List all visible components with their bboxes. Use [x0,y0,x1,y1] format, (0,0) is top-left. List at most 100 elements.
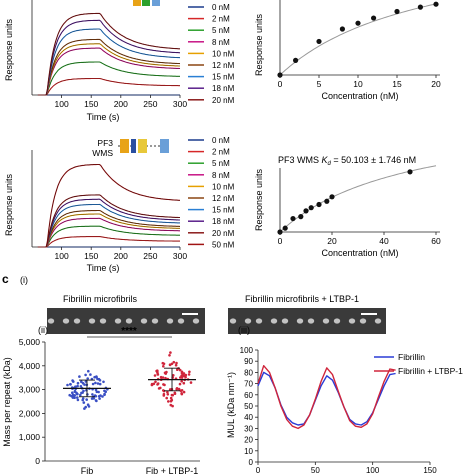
x-tick-label: 50 [311,466,320,474]
spr-top-xticks: 100 150 200 250 300 [55,95,187,109]
mpr-dot [174,363,178,367]
mpr-dot [172,360,176,364]
mpr-dot [169,351,172,354]
legend-label: 10 nM [212,182,235,191]
microfibril-bead [255,318,263,324]
x-tick-label: 60 [431,236,441,246]
mpr-dot [81,398,84,402]
microfibril-bead [151,318,159,324]
sensorgram-fit [37,13,180,96]
spr-top-ylabel: Response units [4,18,14,81]
mpr-dot [84,405,87,409]
sensorgram-fit [37,236,180,248]
mul-series-group [257,365,396,430]
x-tick-label: 100 [55,251,69,261]
mul-chart: MUL (kDa nm⁻¹) 0 10 20 30 40 50 60 70 80 90 100 0 5… [226,346,463,474]
x-tick-label: 200 [114,99,128,109]
mpr-dot [96,382,100,385]
legend-label: 15 nM [212,206,235,215]
kd-bottom-xlabel: Concentration (nM) [321,248,398,258]
data-point [339,26,345,32]
data-point [355,20,361,26]
mpr-dot [102,380,105,384]
mul-legend-label-1: Fibrillin + LTBP-1 [398,366,463,376]
x-tick-label: 0 [278,79,283,89]
mul-legend-label-0: Fibrillin [398,352,425,362]
microfibril-bead [47,318,55,324]
mpr-category-1: Fib + LTBP-1 [146,466,199,474]
mpr-dot [95,376,98,379]
mpr-dot [156,382,160,385]
y-tick-label: 40 [244,413,253,422]
mpr-dot [79,385,83,388]
sensorgram-fit [37,61,180,96]
kd-bottom-xticks: 0 20 40 60 [278,232,441,246]
spr-bottom-chart: PF3 WMS Response units 100 150 200 250 300 T… [4,136,235,273]
data-point [308,205,314,211]
mpr-dot [76,396,79,399]
mpr-dot [168,363,172,367]
mpr-dot [182,381,186,385]
mpr-dot [85,398,88,401]
kd-bottom-fit-curve [279,165,437,233]
microfibril-bead [177,318,185,324]
mpr-dot [166,390,169,394]
y-tick-label: 2,000 [19,408,41,418]
sensorgram-fit [37,20,181,96]
y-tick-label: 5,000 [19,337,41,347]
legend-label: 2 nM [212,148,230,157]
x-tick-label: 10 [353,79,363,89]
kd-top-points [277,1,439,78]
mpr-dot [162,365,165,368]
x-tick-label: 200 [114,251,128,261]
scale-bar-left [182,313,198,315]
legend-label: 15 nM [212,73,235,82]
scale-bar-right [361,313,377,315]
x-tick-label: 250 [143,99,157,109]
y-tick-label: 30 [244,424,253,433]
mpr-dot [78,375,81,378]
mul-ylabel: MUL (kDa nm⁻¹) [226,372,236,438]
microfibril-bead [73,318,81,324]
x-tick-label: 150 [84,251,98,261]
mpr-dot [162,362,166,366]
mpr-dot [170,398,174,402]
mpr-dot [95,390,99,394]
mpr-dot [170,393,174,397]
micrograph-left-title: Fibrillin microfibrils [63,294,138,304]
microfibril-bead [307,318,315,324]
data-point [407,169,413,175]
mpr-dot [180,376,184,379]
data-point [394,8,400,15]
mpr-dot [91,382,95,386]
microfibril-bead [99,318,107,324]
mpr-dot [71,391,74,395]
kd-bottom-points [277,169,413,235]
mpr-dot [184,373,188,377]
microfibril-bead [166,318,174,324]
microfibril-bead [270,318,278,324]
mpr-dot [94,381,97,385]
mpr-dot [156,373,160,376]
kd-top-xlabel: Concentration (nM) [321,91,398,101]
mpr-dot [164,376,167,380]
molecule-cartoon-bottom [118,139,170,153]
mpr-dot [187,373,191,376]
x-tick-label: 20 [431,79,441,89]
y-tick-label: 100 [240,346,254,355]
data-point [290,215,296,222]
legend-label: 12 nM [212,194,235,203]
data-point [298,214,304,220]
x-tick-label: 250 [143,251,157,261]
legend-label: 5 nM [212,159,230,168]
y-tick-label: 3,000 [19,385,41,395]
mpr-dot [73,389,77,393]
mpr-dot [189,381,193,384]
x-tick-label: 40 [379,236,389,246]
mpr-dot [81,381,85,385]
subpanel-i-label: (i) [20,275,28,285]
mpr-dot [184,375,187,379]
mpr-yticks: 0 1,000 2,000 3,000 4,000 5,000 [19,337,45,466]
sensorgram-fit [37,43,180,96]
microfibril-bead [125,318,133,324]
